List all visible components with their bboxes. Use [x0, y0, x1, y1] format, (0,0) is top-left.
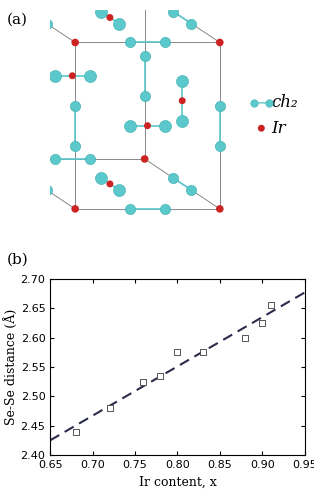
Point	[217, 205, 222, 213]
Point	[171, 174, 176, 182]
Point	[189, 20, 194, 28]
Point	[116, 20, 122, 28]
Point	[98, 8, 103, 16]
Point	[70, 72, 75, 80]
Point	[252, 100, 257, 108]
Point	[73, 205, 78, 213]
Point	[180, 76, 185, 84]
Point	[52, 155, 57, 163]
Point	[142, 155, 147, 163]
Point	[145, 122, 150, 130]
Point	[158, 372, 163, 380]
X-axis label: Ir content, x: Ir content, x	[138, 476, 216, 488]
Point	[200, 348, 205, 356]
Point	[35, 116, 40, 124]
Point	[98, 174, 103, 182]
Point	[268, 302, 273, 310]
Point	[73, 142, 78, 150]
Point	[162, 122, 167, 130]
Text: (a): (a)	[6, 12, 27, 26]
Text: Ir: Ir	[272, 120, 286, 136]
Y-axis label: Se-Se distance (Å): Se-Se distance (Å)	[4, 309, 18, 425]
Point	[127, 122, 133, 130]
Point	[0, 52, 3, 60]
Point	[107, 180, 112, 188]
Point	[142, 92, 147, 100]
Point	[44, 186, 49, 194]
Point	[26, 8, 31, 16]
Point	[162, 38, 167, 46]
Point	[73, 38, 78, 46]
Point	[73, 428, 78, 436]
Point	[44, 20, 49, 28]
Point	[175, 348, 180, 356]
Point	[87, 72, 92, 80]
Point	[127, 205, 133, 213]
Point	[243, 334, 248, 342]
Point	[142, 52, 147, 60]
Point	[189, 186, 194, 194]
Text: (b): (b)	[6, 252, 28, 266]
Point	[217, 38, 222, 46]
Point	[180, 116, 185, 124]
Point	[26, 174, 31, 182]
Point	[260, 319, 265, 327]
Point	[127, 38, 133, 46]
Point	[0, 155, 3, 163]
Point	[116, 186, 122, 194]
Point	[87, 155, 92, 163]
Point	[73, 102, 78, 110]
Point	[0, 92, 3, 100]
Point	[141, 378, 146, 386]
Point	[171, 8, 176, 16]
Text: ch₂: ch₂	[272, 94, 298, 112]
Point	[162, 205, 167, 213]
Point	[267, 100, 272, 108]
Point	[217, 142, 222, 150]
Point	[217, 102, 222, 110]
Point	[260, 124, 265, 132]
Point	[52, 72, 57, 80]
Point	[35, 76, 40, 84]
Point	[180, 96, 185, 104]
Point	[107, 404, 112, 412]
Point	[107, 14, 112, 22]
Point	[35, 96, 40, 104]
